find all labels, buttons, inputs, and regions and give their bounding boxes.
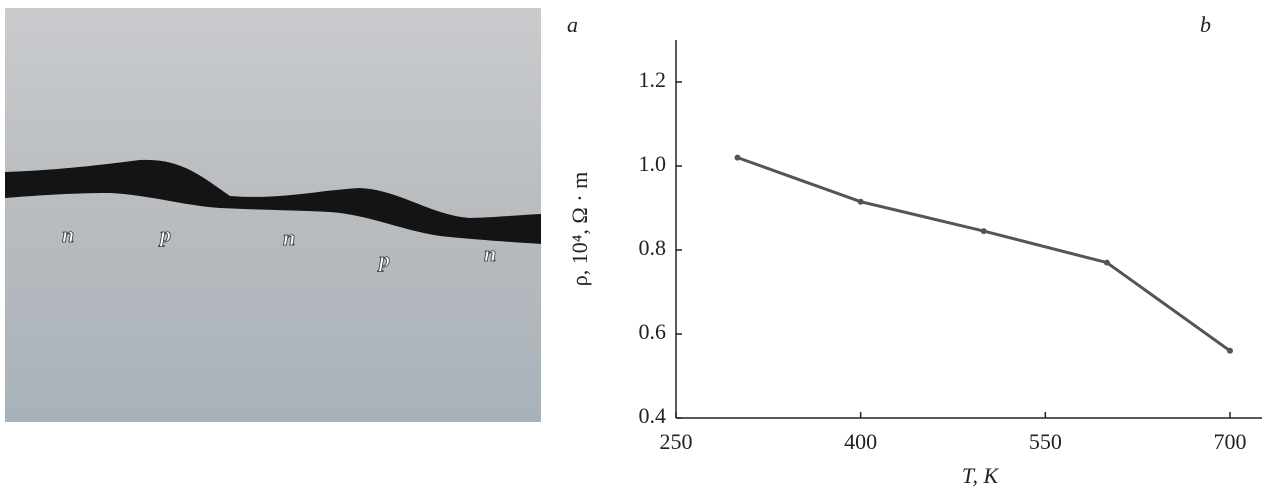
x-tick-label: 550: [1029, 429, 1062, 454]
region-label: n: [62, 222, 74, 247]
fiber: [5, 159, 541, 244]
y-axis-label: ρ, 10⁴, Ω · m: [567, 172, 592, 286]
data-point: [980, 228, 987, 235]
y-tick-label: 0.4: [639, 403, 667, 428]
region-label: p: [377, 247, 390, 272]
region-label: p: [158, 222, 171, 247]
x-tick-label: 400: [844, 429, 877, 454]
region-label: n: [484, 241, 496, 266]
x-axis-label: T, K: [962, 463, 1000, 488]
panel-label: b: [1200, 12, 1211, 37]
region-label: n: [283, 225, 295, 250]
y-tick-label: 1.2: [639, 67, 667, 92]
data-line: [737, 156, 1231, 353]
y-tick-label: 0.6: [639, 319, 667, 344]
data-point: [734, 154, 741, 161]
data-point: [1103, 259, 1110, 266]
x-tick-label: 700: [1213, 429, 1246, 454]
data-point: [857, 198, 864, 205]
photo-background: [5, 8, 541, 422]
x-tick-label: 250: [660, 429, 693, 454]
panel-label: a: [567, 12, 578, 37]
y-tick-label: 1.0: [639, 151, 667, 176]
photo: a n p n p n: [5, 8, 578, 422]
data-point: [1226, 347, 1233, 354]
y-tick-label: 0.8: [639, 235, 667, 260]
